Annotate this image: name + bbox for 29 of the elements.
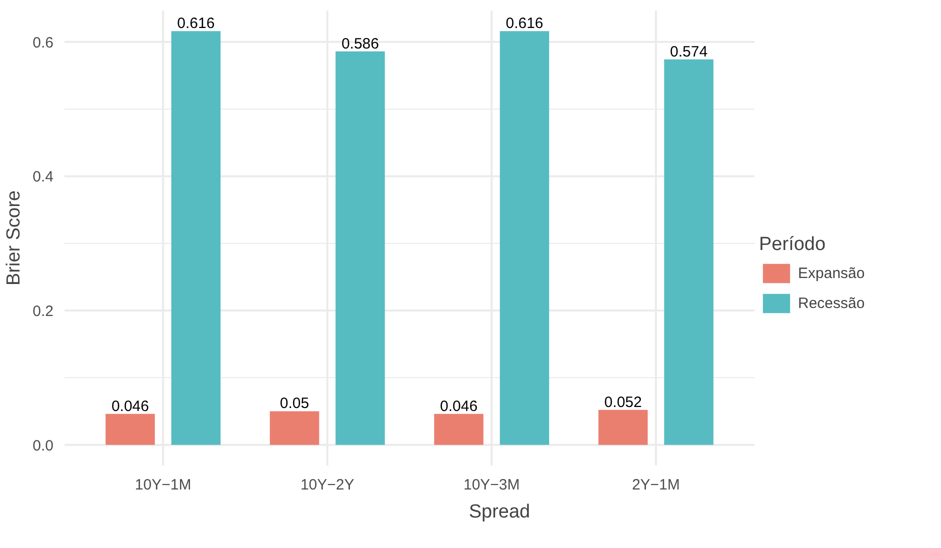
bar <box>434 414 484 445</box>
y-tick-label: 0.4 <box>32 168 54 186</box>
legend-title: Período <box>759 234 827 256</box>
x-tick-label: 2Y−1M <box>632 476 680 494</box>
legend-label: Expansão <box>798 264 865 282</box>
y-axis-title: Brier Score <box>4 190 25 286</box>
x-tick-label: 10Y−2Y <box>300 476 354 494</box>
data-label: 0.046 <box>111 398 149 415</box>
x-tick-label: 10Y−1M <box>134 476 192 494</box>
data-label: 0.05 <box>280 395 310 412</box>
x-axis-title: Spread <box>468 502 530 522</box>
bar <box>106 414 155 445</box>
y-tick-label: 0.2 <box>32 303 54 320</box>
y-tick-label: 0.6 <box>32 34 54 52</box>
data-label: 0.052 <box>604 394 642 411</box>
data-label: 0.616 <box>506 15 544 32</box>
bar <box>664 59 714 445</box>
bar <box>500 31 550 445</box>
x-tick-label: 10Y−3M <box>464 476 520 494</box>
y-tick-label: 0.0 <box>32 437 54 454</box>
bar <box>336 51 385 445</box>
data-label: 0.046 <box>440 398 478 415</box>
data-label: 0.616 <box>177 15 215 32</box>
data-label: 0.574 <box>670 43 708 60</box>
bar <box>171 31 221 445</box>
data-label: 0.586 <box>341 35 379 52</box>
bar <box>598 410 648 445</box>
legend-label: Recessão <box>798 294 865 312</box>
bar <box>270 411 320 445</box>
